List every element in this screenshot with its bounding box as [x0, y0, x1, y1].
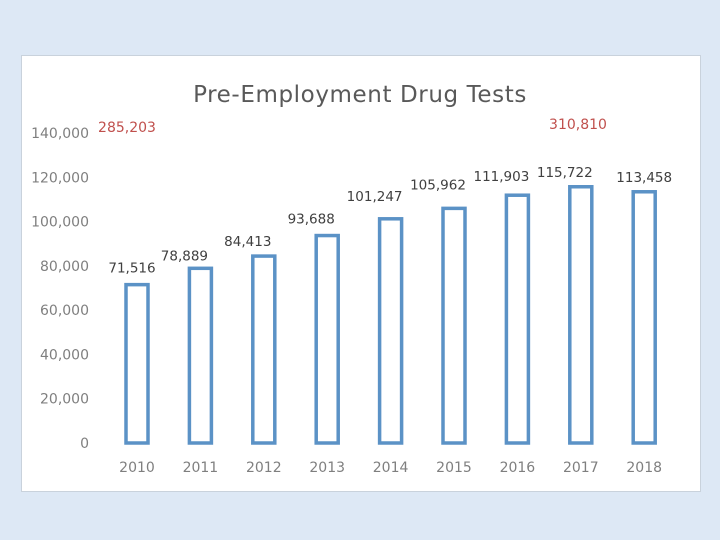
bar-2012	[251, 254, 277, 445]
y-tick-label: 60,000	[40, 303, 89, 319]
bar-2018	[631, 190, 657, 445]
data-label: 115,722	[537, 165, 593, 181]
y-tick-label: 40,000	[40, 347, 89, 363]
x-tick-label: 2012	[246, 460, 282, 476]
x-tick-label: 2011	[183, 460, 219, 476]
y-tick-label: 20,000	[40, 392, 89, 408]
x-tick-label: 2015	[436, 460, 472, 476]
data-label: 105,962	[410, 177, 466, 193]
y-axis: 0 20,000 40,000 60,000 80,000 100,000 120,000 1…	[31, 126, 89, 452]
bars	[124, 185, 657, 445]
chart-title: Pre-Employment Drug Tests	[193, 82, 527, 108]
y-tick-label: 100,000	[31, 215, 89, 231]
bar-2017	[568, 185, 594, 445]
x-axis: 2010 2011 2012 2013 2014 2015 2016 2017 2018	[119, 460, 662, 476]
x-tick-label: 2010	[119, 460, 155, 476]
y-tick-label: 120,000	[31, 170, 89, 186]
x-tick-label: 2014	[373, 460, 409, 476]
bar-2014	[377, 217, 404, 445]
bar-2011	[187, 266, 214, 445]
x-tick-label: 2013	[309, 460, 345, 476]
x-tick-label: 2016	[500, 460, 536, 476]
bar-2010	[124, 282, 150, 445]
data-label: 71,516	[108, 261, 155, 277]
annotation-total: 285,203	[98, 120, 156, 136]
data-labels: 71,516 78,889 84,413 93,688 101,247 105,962 11…	[108, 165, 672, 277]
y-tick-label: 0	[80, 436, 89, 452]
data-label: 101,247	[347, 189, 403, 205]
annotations: 285,203 310,810	[98, 117, 607, 136]
data-label: 93,688	[288, 212, 335, 228]
y-tick-label: 140,000	[31, 126, 89, 142]
data-label: 113,458	[616, 170, 672, 186]
data-label: 78,889	[161, 248, 208, 264]
x-tick-label: 2018	[626, 460, 662, 476]
bar-2013	[314, 233, 340, 445]
x-tick-label: 2017	[563, 460, 599, 476]
bar-2015	[441, 206, 467, 445]
annotation-total: 310,810	[549, 117, 607, 133]
bar-2016	[504, 193, 531, 445]
data-label: 84,413	[224, 234, 271, 250]
y-tick-label: 80,000	[40, 259, 89, 275]
data-label: 111,903	[473, 169, 529, 185]
